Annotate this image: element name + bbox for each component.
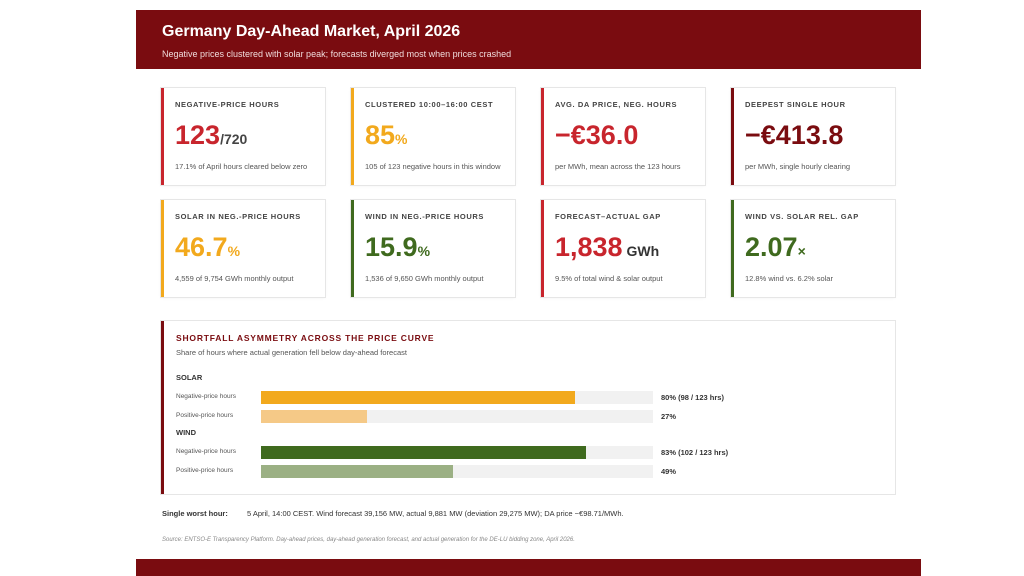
row-label-solar-positive: Positive-price hours [176,412,234,419]
bar-wind-negative [261,446,587,459]
worst-hour-label: Single worst hour: [162,509,228,518]
source-note: Source: ENTSO-E Transparency Platform. D… [162,537,575,543]
kpi-note: 105 of 123 negative hours in this window [365,162,501,171]
row-label-solar-negative: Negative-price hours [176,393,236,400]
kpi-card-rel-gap: WIND VS. SOLAR REL. GAP 2.07× 12.8% wind… [731,200,895,297]
page-title: Germany Day-Ahead Market, April 2026 [162,23,461,40]
kpi-unit: % [417,243,431,259]
row-label-wind-negative: Negative-price hours [176,448,236,455]
kpi-note: 12.8% wind vs. 6.2% solar [745,274,833,283]
worst-hour-note: Single worst hour: 5 April, 14:00 CEST. … [162,509,624,518]
bar-track [261,446,653,459]
kpi-unit: /720 [220,131,248,147]
kpi-note: per MWh, single hourly clearing [745,162,851,171]
kpi-label: WIND VS. SOLAR REL. GAP [745,212,859,221]
kpi-value: 123/720 [175,120,248,150]
kpi-value: 46.7% [175,232,241,262]
kpi-note: per MWh, mean across the 123 hours [555,162,681,171]
kpi-value: 85% [365,120,408,150]
kpi-card-forecast-gap: FORECAST–ACTUAL GAP 1,838 GWh 9.5% of to… [541,200,705,297]
kpi-label: NEGATIVE-PRICE HOURS [175,100,280,109]
kpi-value: 1,838 GWh [555,232,660,262]
kpi-value: 2.07× [745,232,806,262]
kpi-unit: × [797,243,806,259]
kpi-value: −€413.8 [745,120,844,150]
kpi-unit: % [395,131,408,147]
group-label-solar: SOLAR [176,373,203,382]
bar-wind-positive [261,465,454,478]
kpi-card-wind-share: WIND IN NEG.-PRICE HOURS 15.9% 1,536 of … [351,200,515,297]
kpi-label: FORECAST–ACTUAL GAP [555,212,661,221]
group-label-wind: WIND [176,428,196,437]
kpi-label: AVG. DA PRICE, NEG. HOURS [555,100,678,109]
bar-track [261,410,653,423]
page-subtitle: Negative prices clustered with solar pea… [162,49,512,59]
kpi-note: 4,559 of 9,754 GWh monthly output [175,274,294,283]
kpi-note: 17.1% of April hours cleared below zero [175,162,308,171]
row-label-wind-positive: Positive-price hours [176,467,234,474]
bar-solar-positive [261,410,367,423]
kpi-unit: GWh [622,243,660,259]
chart-subtitle: Share of hours where actual generation f… [176,348,407,357]
footer-bar [136,559,921,576]
kpi-label: SOLAR IN NEG.-PRICE HOURS [175,212,301,221]
chart-title: SHORTFALL ASYMMETRY ACROSS THE PRICE CUR… [176,333,435,343]
worst-hour-text: 5 April, 14:00 CEST. Wind forecast 39,15… [247,509,624,518]
kpi-label: CLUSTERED 10:00–16:00 CEST [365,100,494,109]
bar-value-solar-positive: 27% [661,412,677,421]
kpi-label: WIND IN NEG.-PRICE HOURS [365,212,484,221]
shortfall-chart-panel: SHORTFALL ASYMMETRY ACROSS THE PRICE CUR… [161,321,895,494]
bar-value-solar-negative: 80% (98 / 123 hrs) [661,393,724,402]
kpi-card-avg-price: AVG. DA PRICE, NEG. HOURS −€36.0 per MWh… [541,88,705,185]
bar-value-wind-positive: 49% [661,467,677,476]
kpi-unit: % [227,243,241,259]
kpi-card-solar-share: SOLAR IN NEG.-PRICE HOURS 46.7% 4,559 of… [161,200,325,297]
bar-solar-negative [261,391,575,404]
kpi-card-deepest-hour: DEEPEST SINGLE HOUR −€413.8 per MWh, sin… [731,88,895,185]
bar-track [261,465,653,478]
bar-value-wind-negative: 83% (102 / 123 hrs) [661,448,729,457]
kpi-value: 15.9% [365,232,431,262]
kpi-value: −€36.0 [555,120,639,150]
kpi-note: 9.5% of total wind & solar output [555,274,663,283]
kpi-label: DEEPEST SINGLE HOUR [745,100,846,109]
kpi-note: 1,536 of 9,650 GWh monthly output [365,274,484,283]
header-banner: Germany Day-Ahead Market, April 2026 Neg… [136,10,921,69]
kpi-card-negative-hours: NEGATIVE-PRICE HOURS 123/720 17.1% of Ap… [161,88,325,185]
bar-track [261,391,653,404]
kpi-card-clustered: CLUSTERED 10:00–16:00 CEST 85% 105 of 12… [351,88,515,185]
